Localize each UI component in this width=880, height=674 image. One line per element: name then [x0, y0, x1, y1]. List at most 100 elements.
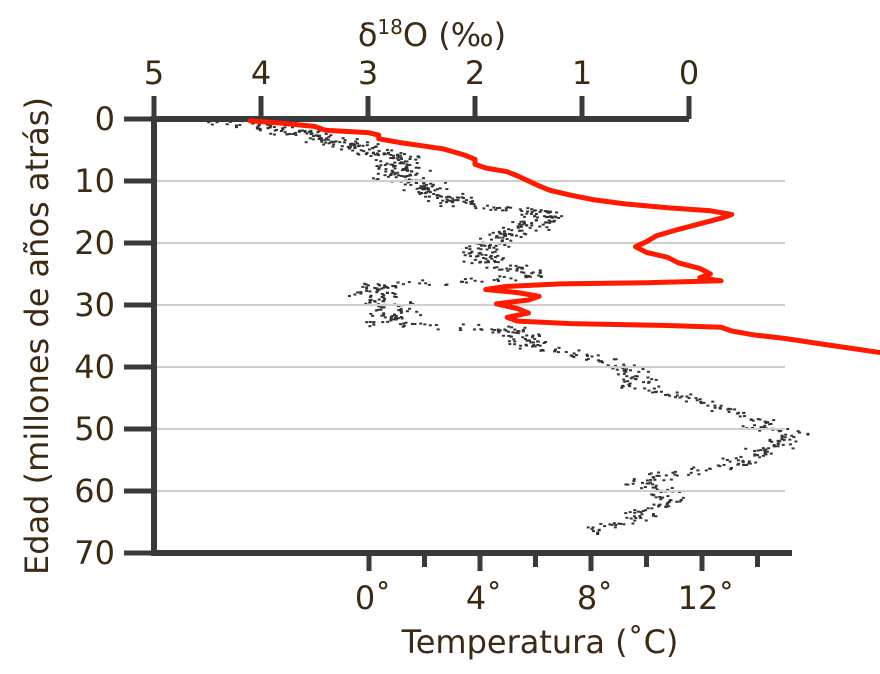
raw-data-point [584, 358, 588, 361]
raw-data-point [506, 269, 510, 272]
raw-data-point [407, 178, 411, 181]
raw-data-point [377, 288, 381, 291]
raw-data-point [550, 216, 554, 219]
raw-data-point [504, 209, 508, 212]
raw-data-point [463, 278, 467, 281]
raw-data-point [673, 470, 677, 473]
raw-data-point [507, 228, 511, 231]
raw-data-point [382, 294, 386, 297]
raw-data-point [393, 161, 397, 164]
raw-data-point [704, 469, 708, 472]
raw-data-point [655, 474, 659, 477]
raw-data-point [462, 197, 466, 200]
raw-data-point [365, 287, 369, 290]
raw-data-point [623, 370, 627, 373]
raw-data-point [480, 280, 484, 283]
raw-data-point [539, 275, 543, 278]
raw-data-point [353, 293, 357, 296]
raw-data-point [371, 177, 375, 180]
raw-data-point [772, 443, 776, 446]
raw-data-point [543, 210, 547, 213]
raw-data-point [462, 260, 466, 263]
raw-data-point [498, 206, 502, 209]
raw-data-point [796, 430, 800, 433]
raw-data-point [407, 164, 411, 167]
raw-data-point [632, 515, 636, 518]
raw-data-point [525, 334, 529, 337]
raw-data-point [633, 519, 637, 522]
raw-data-point [525, 224, 529, 227]
raw-data-point [283, 126, 287, 129]
raw-data-point [485, 204, 489, 207]
raw-data-point [530, 210, 534, 213]
raw-data-point [586, 526, 590, 529]
raw-data-point [394, 286, 398, 289]
raw-data-point [613, 526, 617, 529]
raw-data-point [525, 264, 529, 267]
raw-data-point [729, 468, 733, 471]
raw-data-point [523, 326, 527, 329]
raw-data-point [534, 219, 538, 222]
raw-data-point [617, 522, 621, 525]
raw-data-point [368, 290, 372, 293]
raw-data-point [528, 339, 532, 342]
smoothed-series-line [247, 118, 880, 355]
raw-data-point [368, 295, 372, 298]
raw-data-point [316, 135, 320, 138]
raw-data-point [348, 146, 352, 149]
raw-data-point [621, 384, 625, 387]
raw-data-point [727, 410, 731, 413]
raw-data-point [654, 496, 658, 499]
raw-data-point [655, 488, 659, 491]
raw-data-point [769, 422, 773, 425]
raw-data-point [521, 330, 525, 333]
raw-data-point [409, 155, 413, 158]
raw-data-point [527, 274, 531, 277]
raw-data-point [629, 377, 633, 380]
raw-data-point [768, 440, 772, 443]
raw-data-point [706, 404, 710, 407]
raw-data-point [272, 133, 276, 136]
raw-data-point [486, 259, 490, 262]
raw-data-point [729, 408, 733, 411]
raw-data-point [418, 282, 422, 285]
raw-data-point [628, 369, 632, 372]
raw-data-point [502, 232, 506, 235]
raw-data-point [314, 134, 318, 137]
raw-data-point [490, 257, 494, 260]
raw-data-point [744, 447, 748, 450]
raw-data-point [505, 238, 509, 241]
raw-data-point [508, 268, 512, 271]
raw-data-point [713, 404, 717, 407]
raw-data-point [386, 286, 390, 289]
raw-data-point [647, 389, 651, 392]
raw-data-point [786, 427, 790, 430]
raw-data-point [317, 134, 321, 137]
raw-data-point [359, 291, 363, 294]
raw-data-point [376, 143, 380, 146]
raw-data-point [329, 134, 333, 137]
raw-data-point [788, 443, 792, 446]
raw-data-point [492, 259, 496, 262]
raw-data-point [519, 236, 523, 239]
raw-data-point [650, 493, 654, 496]
raw-data-point [614, 358, 618, 361]
raw-data-point [528, 226, 532, 229]
raw-data-point [375, 165, 379, 168]
top-axis-tick-label: 4 [251, 54, 271, 92]
raw-data-point [469, 277, 473, 280]
raw-data-point [638, 515, 642, 518]
raw-data-point [540, 349, 544, 352]
raw-data-point [392, 295, 396, 298]
raw-data-point [464, 281, 468, 284]
raw-data-point [534, 229, 538, 232]
raw-data-point [258, 129, 262, 132]
left-axis-tick-label: 10 [74, 162, 115, 200]
raw-data-point [792, 436, 796, 439]
raw-data-point [480, 244, 484, 247]
raw-data-point [696, 469, 700, 472]
raw-data-point [753, 454, 757, 457]
raw-data-point [401, 168, 405, 171]
raw-data-point [736, 459, 740, 462]
raw-data-point [426, 188, 430, 191]
